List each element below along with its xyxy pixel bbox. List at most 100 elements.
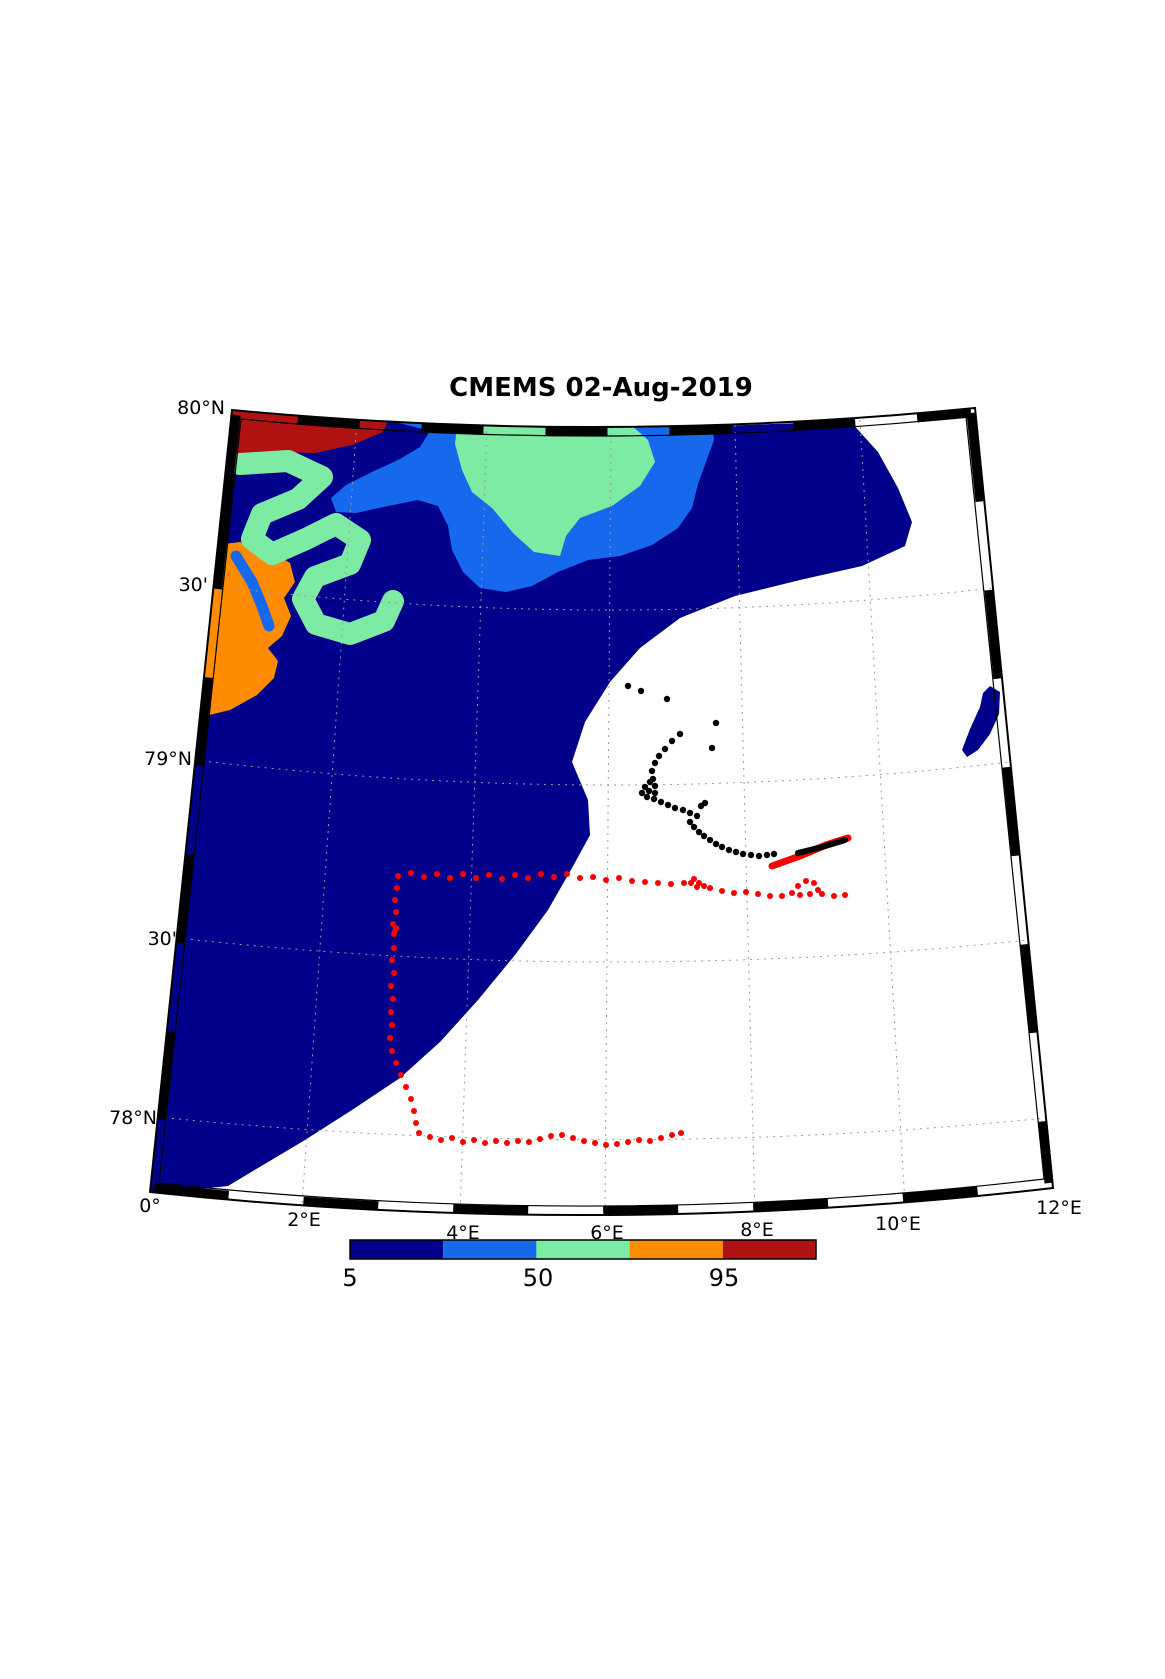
track-red-upper-dot-1	[408, 870, 414, 876]
track-red-bottom-dot-21	[647, 1138, 653, 1144]
track-red-bottom-dot-4	[460, 1139, 466, 1145]
track-red-meander-dot-5	[767, 893, 773, 899]
gridline-8	[859, 419, 906, 1206]
track-red-vertical-dot-9	[391, 970, 397, 976]
track-red-vertical-dot-11	[390, 996, 396, 1002]
track-black-curve-dot-22	[701, 799, 709, 807]
track-black-curve-dot-33	[747, 851, 755, 859]
track-black-curve-dot-25	[695, 828, 703, 836]
lon-label-12e: 12°E	[1036, 1197, 1082, 1219]
track-black-curve-dot-26	[700, 832, 708, 840]
frame-right-band	[966, 412, 1054, 1184]
track-red-upper-dot-7	[486, 872, 492, 878]
track-red-upper-dot-10	[525, 875, 531, 881]
track-red-upper-dot-27	[688, 880, 694, 886]
colorbar-tick-5: 5	[342, 1264, 357, 1292]
track-black-curve-dot-8	[646, 778, 654, 786]
track-red-vertical-dot-10	[388, 983, 394, 989]
track-black-curve-dot-30	[725, 846, 733, 854]
lon-label-0: 0°	[139, 1195, 161, 1217]
track-red-upper-dot-8	[499, 876, 505, 882]
track-red-bottom-dot-24	[678, 1130, 684, 1136]
track-red-upper-dot-4	[447, 875, 453, 881]
track-red-vertical-dot-12	[388, 1009, 394, 1015]
track-red-meander-dot-11	[815, 887, 821, 893]
track-red-vertical-dot-16	[393, 1060, 399, 1066]
track-red-bottom-dot-5	[471, 1137, 477, 1143]
track-red-bottom-dot-14	[570, 1135, 576, 1141]
track-red-upper-dot-26	[694, 884, 700, 890]
track-red-bottom-dot-19	[625, 1139, 631, 1145]
plot-title: CMEMS 02-Aug-2019	[449, 373, 753, 403]
frame-outer-outline	[148, 406, 1055, 1217]
track-black-curve-dot-7	[651, 782, 659, 790]
track-black-curve-dot-35	[763, 851, 771, 859]
ice-orange-region	[201, 542, 295, 717]
track-black-curve-dot-20	[693, 812, 701, 820]
track-red-bottom-dot-1	[427, 1134, 433, 1140]
lat-label-79-30: 30'	[179, 574, 208, 596]
track-black-scatter-dot-0	[624, 682, 632, 690]
track-red-vertical-dot-7	[391, 945, 397, 951]
track-black-curve-dot-10	[638, 789, 646, 797]
lon-label-4e: 4°E	[446, 1222, 480, 1244]
lon-label-10e: 10°E	[875, 1213, 921, 1235]
track-black-curve-dot-4	[651, 759, 659, 767]
track-black-curve-dot-36	[770, 850, 778, 858]
ice-regions-layer	[150, 410, 1000, 1192]
track-black-curve-dot-17	[671, 804, 679, 812]
track-red-bottom-dot-20	[636, 1137, 642, 1143]
track-red-meander-dot-3	[743, 889, 749, 895]
track-red-bottom-dot-18	[614, 1141, 620, 1147]
track-red-meander-dot-1	[719, 888, 725, 894]
graticule-layer	[157, 418, 1047, 1216]
track-red-meander-dot-13	[797, 892, 803, 898]
track-red-upper-dot-19	[642, 879, 648, 885]
track-red-meander-dot-7	[789, 890, 795, 896]
track-black-scatter-dot-4	[708, 744, 716, 752]
track-red-upper-dot-17	[616, 875, 622, 881]
colorbar-segment-4	[629, 1240, 723, 1259]
track-red-upper-dot-2	[421, 874, 427, 880]
lat-label-80n: 80°N	[177, 397, 225, 419]
ice-pack-main	[150, 410, 912, 1192]
track-red-upper-dot-11	[538, 871, 544, 877]
track-red-bottom-dot-16	[592, 1140, 598, 1146]
track-red-upper-dot-0	[395, 873, 401, 879]
track-black-curve-dot-31	[732, 848, 740, 856]
track-black-curve-dot-16	[664, 801, 672, 809]
track-red-bottom-dot-13	[559, 1132, 565, 1138]
track-black-thick	[795, 837, 848, 856]
lon-label-2e: 2°E	[287, 1209, 321, 1231]
ice-green-region	[455, 418, 655, 556]
track-red-upper-dot-22	[681, 880, 687, 886]
track-red-vertical-dot-18	[403, 1084, 409, 1090]
colorbar: 5 50 95	[342, 1239, 817, 1292]
lon-label-8e: 8°E	[740, 1219, 774, 1241]
track-red-bottom-dot-22	[658, 1135, 664, 1141]
track-red-upper-dot-15	[590, 874, 596, 880]
track-red-upper-dot-21	[668, 881, 674, 887]
track-black-curve-dot-23	[686, 818, 694, 826]
track-red-bottom-dot-10	[526, 1139, 532, 1145]
track-red-bottom-dot-17	[603, 1142, 609, 1148]
track-red-upper-dot-3	[434, 871, 440, 877]
track-red-bottom-dot-0	[416, 1130, 422, 1136]
track-black-curve-dot-11	[645, 787, 653, 795]
track-black-curve-dot-14	[650, 795, 658, 803]
track-red-bottom-dot-7	[493, 1138, 499, 1144]
track-red-meander-dot-15	[831, 893, 837, 899]
ice-blue-sliver	[230, 550, 275, 632]
track-red-meander-dot-2	[731, 890, 737, 896]
track-black-curve-dot-2	[661, 745, 669, 753]
track-black-curve-dot-12	[651, 789, 659, 797]
track-red-bottom-dot-23	[669, 1132, 675, 1138]
track-red-bottom-dot-15	[581, 1138, 587, 1144]
track-red-meander-dot-14	[819, 891, 825, 897]
track-red-bottom-dot-12	[548, 1133, 554, 1139]
gridline-4	[301, 418, 358, 1206]
track-red-bottom-dot-8	[504, 1140, 510, 1146]
track-red-meander-dot-0	[707, 885, 713, 891]
colorbar-segment-2	[443, 1240, 537, 1259]
track-red-meander-dot-4	[755, 891, 761, 897]
